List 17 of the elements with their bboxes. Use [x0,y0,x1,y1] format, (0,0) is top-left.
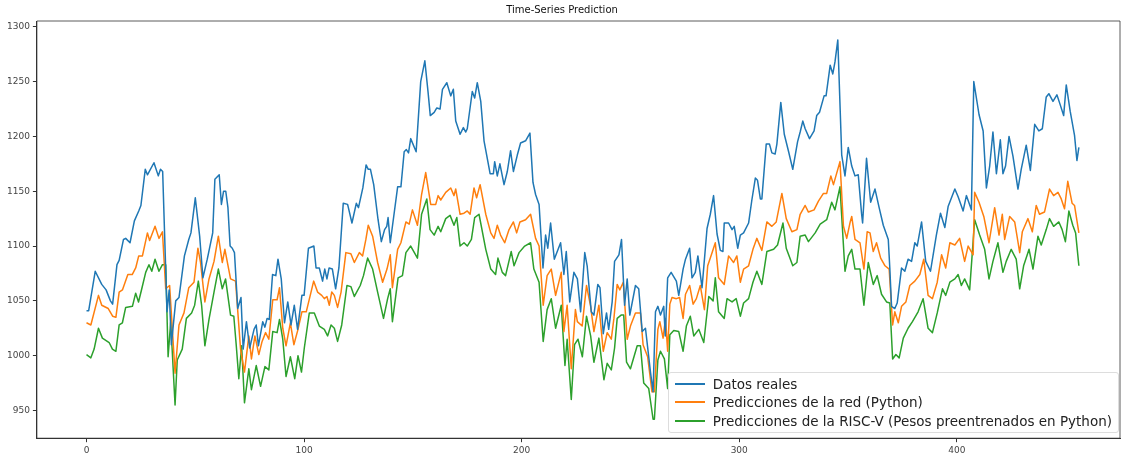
y-tick-label: 1250 [7,75,31,86]
y-tick-label: 1100 [7,240,31,251]
x-tick-label: 300 [730,444,749,455]
x-tick-label: 200 [513,444,531,455]
chart-title: Time-Series Prediction [505,3,618,15]
y-tick-label: 1150 [7,185,31,196]
y-tick-label: 1050 [7,295,31,306]
y-tick-label: 1000 [7,350,31,360]
x-tick-label: 0 [83,444,90,455]
x-tick-label: 100 [295,444,313,455]
legend-label: Datos reales [712,375,798,392]
legend-label: Predicciones de la red (Python) [712,394,923,411]
y-tick-label: 1300 [7,21,31,32]
legend-label: Predicciones de la RISC-V (Pesos preentrenados en Python) [712,412,1112,429]
y-tick-label: 1200 [7,130,31,141]
y-tick-label: 950 [12,404,31,415]
x-tick-label: 400 [948,444,966,455]
